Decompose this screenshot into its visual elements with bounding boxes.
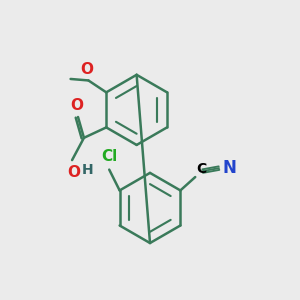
Text: O: O (67, 165, 80, 180)
Text: N: N (223, 158, 236, 176)
Text: Cl: Cl (101, 149, 117, 164)
Text: O: O (70, 98, 83, 113)
Text: H: H (82, 163, 93, 177)
Text: O: O (80, 62, 93, 77)
Text: C: C (197, 162, 207, 176)
